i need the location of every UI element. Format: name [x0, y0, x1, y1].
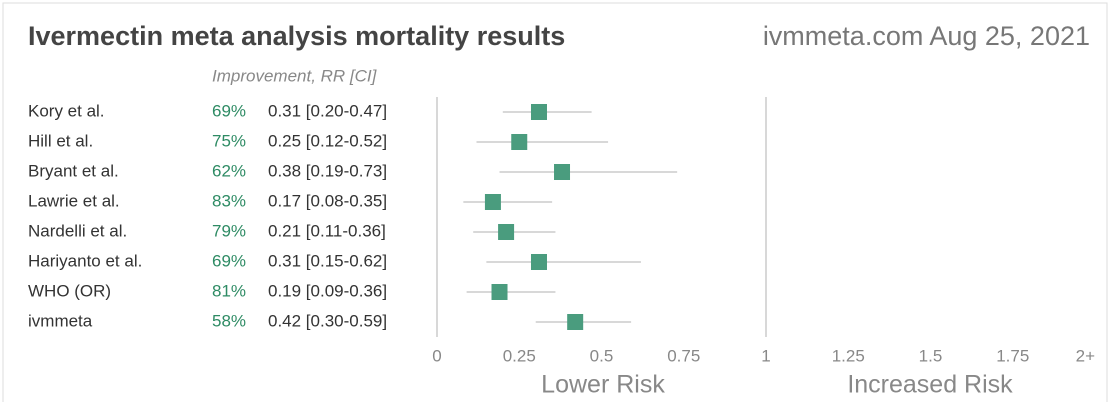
rr-label: 0.38 [0.19-0.73] [268, 161, 387, 180]
improvement: 81% [212, 281, 246, 300]
study-name: Kory et al. [28, 101, 105, 120]
x-tick-label: 1.75 [996, 346, 1029, 365]
study-name: Lawrie et al. [28, 191, 120, 210]
estimate-marker [530, 104, 547, 120]
improvement: 69% [212, 251, 246, 270]
x-tick-label: 0.25 [503, 346, 536, 365]
rr-label: 0.17 [0.08-0.35] [268, 191, 387, 210]
study-name: Nardelli et al. [28, 221, 127, 240]
x-tick-label: 0.75 [667, 346, 700, 365]
study-name: Bryant et al. [28, 161, 119, 180]
estimate-marker [491, 284, 508, 300]
improvement: 83% [212, 191, 246, 210]
chart-title: Ivermectin meta analysis mortality resul… [28, 21, 565, 51]
rr-label: 0.25 [0.12-0.52] [268, 131, 387, 150]
study-name: Hill et al. [28, 131, 93, 150]
rr-label: 0.21 [0.11-0.36] [268, 221, 386, 240]
improvement: 58% [212, 311, 246, 330]
x-tick-label: 0 [432, 346, 441, 365]
estimate-marker [530, 254, 547, 270]
estimate-marker [554, 164, 571, 180]
lower-risk-label: Lower Risk [541, 371, 665, 399]
rr-label: 0.42 [0.30-0.59] [268, 311, 387, 330]
estimate-marker [498, 224, 515, 240]
rr-label: 0.31 [0.20-0.47] [268, 101, 387, 120]
x-tick-label: 2+ [1076, 346, 1095, 365]
x-tick-label: 1.25 [832, 346, 865, 365]
x-tick-label: 1 [761, 346, 770, 365]
study-name: ivmmeta [28, 311, 93, 330]
study-name: Hariyanto et al. [28, 251, 142, 270]
rr-label: 0.31 [0.15-0.62] [268, 251, 387, 270]
x-tick-label: 0.5 [590, 346, 614, 365]
rr-label: 0.19 [0.09-0.36] [268, 281, 387, 300]
increased-risk-label: Increased Risk [847, 371, 1013, 399]
improvement: 75% [212, 131, 246, 150]
improvement: 69% [212, 101, 246, 120]
column-header: Improvement, RR [CI] [212, 66, 378, 85]
estimate-marker [511, 134, 528, 150]
estimate-marker [567, 314, 584, 330]
improvement: 79% [212, 221, 246, 240]
x-tick-label: 1.5 [919, 346, 943, 365]
improvement: 62% [212, 161, 246, 180]
estimate-marker [484, 194, 501, 210]
source: ivmmeta.com Aug 25, 2021 [763, 21, 1090, 51]
study-name: WHO (OR) [28, 281, 111, 300]
